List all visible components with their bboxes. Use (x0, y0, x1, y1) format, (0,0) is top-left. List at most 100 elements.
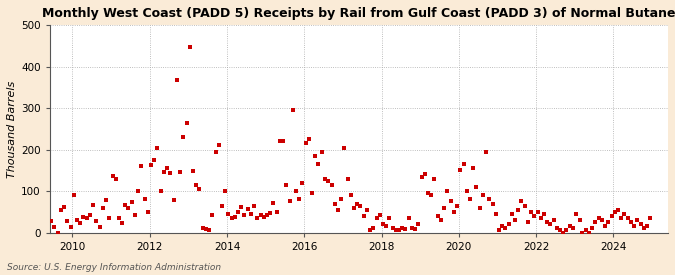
Point (104, 216, 115, 221)
Point (639, 226, 649, 230)
Point (484, 197, 495, 202)
Point (471, 185, 482, 189)
Point (610, 210, 620, 214)
Point (416, 174, 427, 179)
Point (101, 197, 111, 202)
Point (361, 208, 372, 212)
Point (55, 208, 66, 212)
Point (75, 221, 86, 225)
Point (313, 162, 324, 166)
Point (506, 212, 517, 216)
Point (487, 201, 498, 206)
Point (364, 228, 375, 233)
Point (513, 208, 524, 212)
Point (413, 222, 424, 226)
Point (497, 224, 508, 229)
Point (355, 204, 366, 208)
Text: Source: U.S. Energy Information Administration: Source: U.S. Energy Information Administ… (7, 263, 221, 272)
Point (255, 213, 266, 217)
Point (406, 226, 417, 230)
Point (281, 183, 292, 187)
Point (510, 218, 520, 222)
Point (204, 228, 215, 233)
Point (152, 145, 163, 150)
Point (259, 214, 269, 219)
Point (46, 219, 57, 224)
Point (113, 216, 124, 221)
Point (526, 210, 537, 214)
Point (290, 189, 301, 193)
Point (30, 181, 40, 185)
Point (33, 209, 44, 213)
Point (107, 174, 118, 178)
Point (300, 141, 311, 145)
Point (590, 220, 601, 224)
Point (381, 224, 392, 229)
Point (626, 220, 637, 224)
Point (490, 212, 501, 216)
Point (564, 224, 575, 229)
Point (233, 210, 244, 214)
Point (493, 228, 504, 233)
Point (522, 220, 533, 224)
Point (88, 203, 99, 207)
Point (452, 204, 462, 208)
Point (574, 218, 585, 222)
Point (72, 218, 82, 222)
Point (223, 212, 234, 216)
Point (580, 228, 591, 233)
Point (52, 230, 63, 235)
Point (249, 204, 260, 209)
Point (213, 143, 224, 148)
Point (117, 221, 128, 225)
Point (184, 45, 195, 49)
Point (323, 178, 333, 183)
Point (481, 150, 491, 154)
Point (188, 169, 198, 173)
Point (368, 226, 379, 230)
Point (339, 145, 350, 150)
Point (190, 183, 201, 187)
Point (429, 177, 439, 181)
Point (599, 224, 610, 229)
Y-axis label: Thousand Barrels: Thousand Barrels (7, 80, 17, 178)
Point (236, 205, 246, 209)
Point (555, 228, 566, 233)
Point (217, 204, 227, 208)
Point (542, 220, 553, 224)
Point (271, 210, 282, 214)
Point (426, 193, 437, 197)
Point (265, 210, 276, 215)
Point (119, 203, 130, 207)
Point (439, 205, 450, 210)
Point (400, 227, 411, 231)
Point (306, 191, 317, 195)
Point (59, 205, 70, 209)
Point (474, 205, 485, 210)
Point (516, 199, 526, 204)
Point (532, 210, 543, 214)
Point (78, 214, 89, 219)
Point (635, 222, 646, 226)
Point (500, 226, 510, 230)
Point (329, 201, 340, 206)
Point (310, 154, 321, 158)
Point (65, 225, 76, 229)
Point (84, 213, 95, 217)
Point (375, 213, 385, 217)
Point (162, 166, 173, 170)
Point (175, 170, 186, 175)
Point (194, 187, 205, 191)
Point (139, 197, 150, 202)
Point (468, 166, 479, 170)
Point (43, 224, 53, 228)
Point (168, 198, 179, 202)
Point (423, 191, 433, 195)
Point (207, 213, 217, 217)
Point (561, 228, 572, 233)
Point (294, 197, 304, 202)
Point (49, 224, 60, 229)
Point (319, 177, 330, 181)
Point (81, 216, 92, 221)
Point (345, 193, 356, 197)
